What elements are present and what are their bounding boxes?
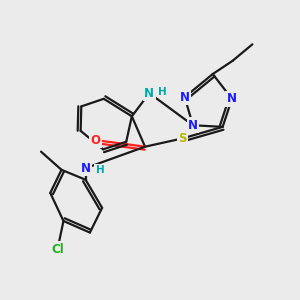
Text: N: N xyxy=(188,119,198,132)
Text: N: N xyxy=(81,162,91,175)
Text: H: H xyxy=(95,165,104,175)
Text: S: S xyxy=(178,132,187,145)
Text: O: O xyxy=(91,134,100,147)
Text: N: N xyxy=(227,92,237,105)
Text: Cl: Cl xyxy=(51,243,64,256)
Text: N: N xyxy=(180,91,190,104)
Text: H: H xyxy=(158,87,167,97)
Text: N: N xyxy=(144,87,154,100)
